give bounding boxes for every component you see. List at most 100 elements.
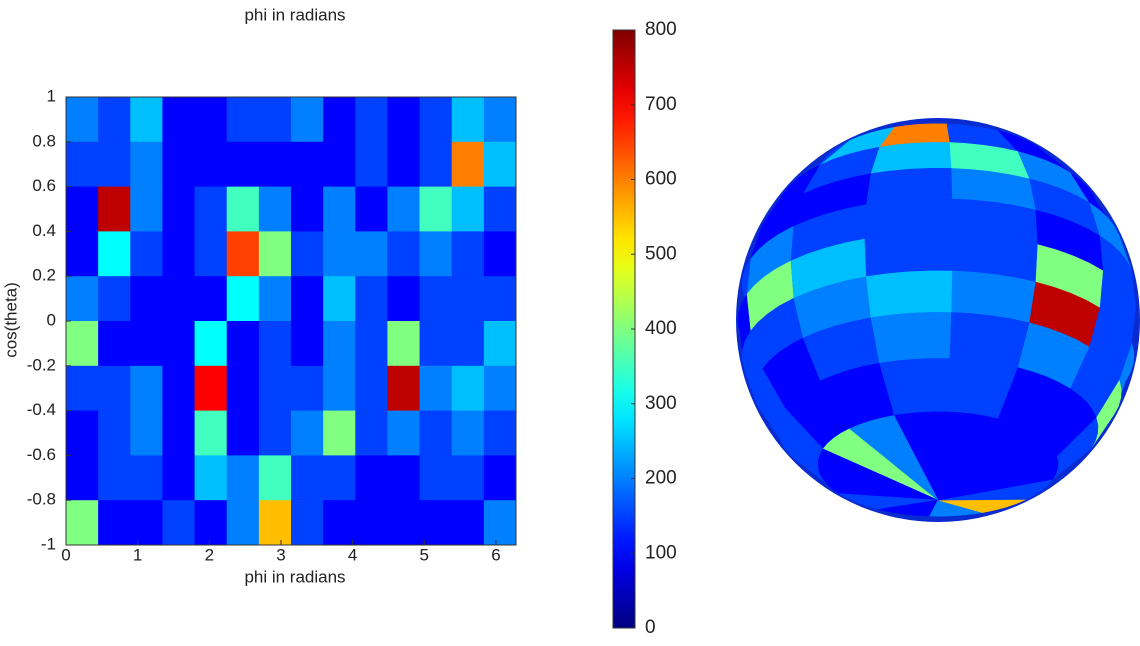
colorbar-tick-label: 0 [645, 617, 656, 638]
heat-cell [483, 97, 517, 143]
sphere-cell [863, 232, 953, 278]
heat-cell [162, 410, 196, 456]
heat-cell [130, 321, 163, 367]
heat-cell [226, 455, 260, 501]
colorbar-tick-label: 200 [645, 468, 677, 489]
heat-cell [451, 141, 485, 188]
heat-cell [162, 365, 196, 412]
heat-cell [130, 186, 163, 232]
heat-cell [258, 500, 292, 546]
sphere-cell [865, 270, 953, 319]
heat-cell [162, 276, 196, 322]
heat-cell [130, 365, 163, 412]
heat-cell [355, 186, 388, 232]
heat-cell [130, 410, 163, 456]
heat-cell [291, 500, 324, 546]
heat-cell [323, 97, 356, 143]
heat-cell [387, 276, 421, 322]
heat-cell [226, 97, 260, 143]
heat-cell [451, 500, 485, 546]
heat-cell [194, 231, 228, 277]
heat-cell [451, 410, 485, 456]
heat-cell [451, 455, 485, 501]
heat-cell [387, 186, 421, 232]
heat-cell [98, 500, 131, 546]
heat-cell [323, 276, 356, 322]
colorbar-tick-label: 500 [645, 243, 677, 264]
heat-cell [194, 321, 228, 367]
heat-cell [258, 276, 292, 322]
heat-cell [483, 276, 517, 322]
heat-cell [323, 186, 356, 232]
heat-cell [258, 410, 292, 456]
heat-cell [98, 365, 131, 412]
heat-cell [66, 321, 99, 367]
heat-cell [258, 97, 292, 143]
x-tick-label: 2 [205, 545, 214, 564]
x-tick-label: 6 [491, 545, 500, 564]
heat-cell [194, 186, 228, 232]
heat-cell [355, 321, 388, 367]
heat-cell [130, 231, 163, 277]
heat-cell [98, 231, 131, 277]
heat-cell [258, 321, 292, 367]
y-tick-label: 0.6 [32, 176, 56, 195]
colorbar-tick-label: 300 [645, 393, 677, 414]
heat-cell [355, 500, 388, 546]
heat-cell [483, 231, 517, 277]
heat-cell [355, 97, 388, 143]
heat-cell [66, 365, 99, 412]
heat-cell [323, 365, 356, 412]
y-tick-label: 0.2 [32, 266, 56, 285]
heat-cell [483, 500, 517, 546]
heat-cell [226, 321, 260, 367]
heat-cell [98, 410, 131, 456]
y-tick-label: 0.8 [32, 131, 56, 150]
heat-cell [451, 231, 485, 277]
heat-cell [291, 186, 324, 232]
heat-cell [130, 500, 163, 546]
heat-cell [98, 455, 131, 501]
x-tick-label: 1 [133, 545, 142, 564]
heat-cell [98, 321, 131, 367]
sphere-cell [870, 312, 952, 364]
sphere-cell [849, 415, 939, 501]
heat-cell [483, 186, 517, 232]
heat-cell [323, 141, 356, 188]
heat-cell [355, 231, 388, 277]
heat-cell [66, 410, 99, 456]
heat-cell [355, 276, 388, 322]
heat-cell [194, 276, 228, 322]
heat-cell [226, 141, 260, 188]
y-tick-label: -0.8 [27, 490, 56, 509]
x-axis-label: phi in radians [244, 567, 345, 586]
heat-cell [419, 500, 453, 546]
heat-cell [483, 410, 517, 456]
heat-cell [451, 276, 485, 322]
heat-cell [387, 500, 421, 546]
heat-cell [258, 186, 292, 232]
heat-cell [355, 410, 388, 456]
heat-cell [387, 455, 421, 501]
heat-cell [162, 141, 196, 188]
heat-cell [162, 321, 196, 367]
heat-cell [66, 455, 99, 501]
heat-cell [323, 410, 356, 456]
heat-cell [483, 321, 517, 367]
heat-cell [355, 365, 388, 412]
heat-cell [355, 455, 388, 501]
colorbar-tick-label: 100 [645, 542, 677, 563]
colorbar-tick-label: 700 [645, 94, 677, 115]
heat-cell [258, 141, 292, 188]
y-tick-label: 0 [47, 310, 56, 329]
heat-cell [162, 186, 196, 232]
y-tick-label: -0.6 [27, 445, 56, 464]
x-tick-label: 4 [348, 545, 357, 564]
heat-cell [66, 500, 99, 546]
heat-cell [387, 231, 421, 277]
heat-cell [226, 365, 260, 412]
y-tick-label: -0.2 [27, 355, 56, 374]
heat-cell [451, 365, 485, 412]
x-tick-label: 3 [276, 545, 285, 564]
